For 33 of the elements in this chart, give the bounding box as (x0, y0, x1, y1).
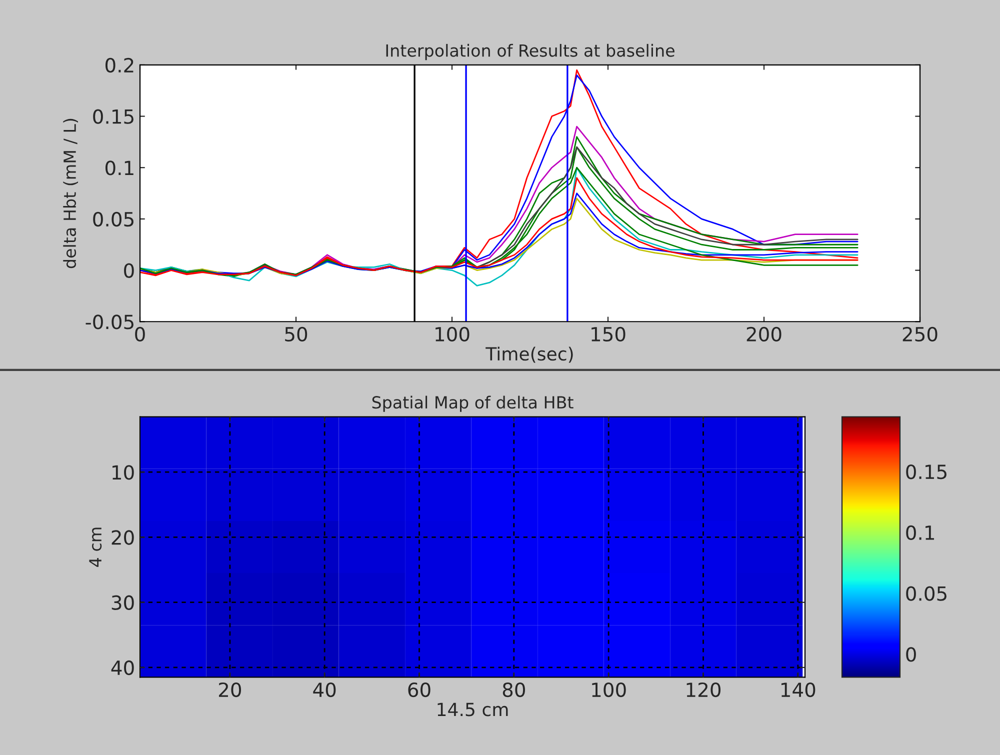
y-tick-label: 0 (124, 263, 134, 278)
x-tick-label: 80 (502, 682, 525, 698)
color-bar-label: 0.15 (906, 464, 946, 480)
x-tick-label: 20 (218, 682, 242, 698)
x-tick-label: 40 (313, 682, 336, 698)
y-tick-label: 10 (112, 465, 134, 480)
x-axis-title: Time(sec) (486, 346, 573, 363)
y-axis-title: delta Hbt (mM / L) (63, 118, 78, 268)
x-tick-label: 120 (686, 682, 721, 698)
y-tick-label: 30 (112, 595, 134, 610)
color-bar-label: 0.1 (906, 525, 934, 540)
x-tick-label: 50 (285, 326, 308, 342)
x-tick-label: 0 (135, 326, 145, 342)
x-tick-label: 250 (902, 326, 938, 342)
x-tick-label: 100 (436, 326, 470, 342)
x-axis-title: 14.5 cm (438, 702, 508, 716)
color-bar-label: 0.05 (906, 586, 946, 601)
y-tick-label: -0.05 (86, 314, 134, 330)
y-tick-label: 0.1 (106, 160, 134, 176)
y-axis-title: 4 cm (89, 528, 102, 567)
x-tick-label: 200 (746, 326, 782, 342)
y-tick-label: 0.05 (93, 212, 134, 227)
y-tick-label: 0.15 (93, 109, 134, 124)
x-tick-label: 60 (408, 682, 430, 698)
chart-title: Spatial Map of delta HBt (372, 396, 574, 412)
x-tick-label: 150 (592, 326, 626, 342)
x-tick-label: 140 (781, 682, 816, 698)
y-tick-label: 0.2 (106, 58, 134, 73)
x-tick-label: 100 (592, 682, 626, 698)
y-tick-label: 40 (111, 660, 134, 676)
y-tick-label: 20 (112, 530, 134, 545)
color-bar-label: 0 (906, 647, 916, 662)
chart-title: Interpolation of Results at baseline (386, 44, 674, 60)
